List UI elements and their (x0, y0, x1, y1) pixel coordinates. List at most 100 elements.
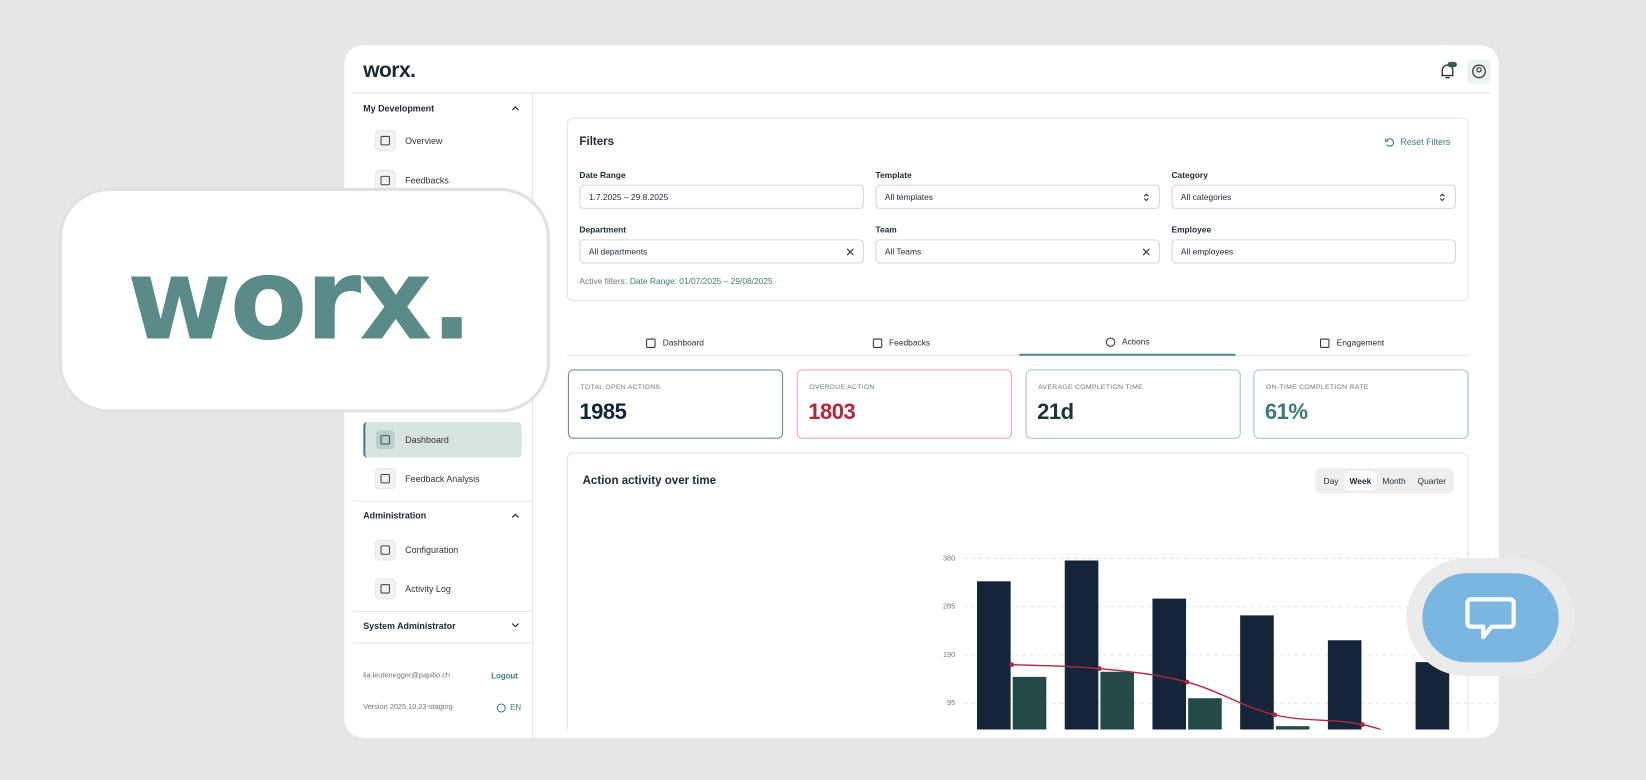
nav-item[interactable]: Dashboard (405, 434, 449, 446)
nav-icon-glyph (380, 135, 390, 146)
tab-icon-glyph (872, 338, 883, 348)
user-menu[interactable] (1466, 59, 1492, 84)
filter-label: Team (875, 225, 897, 235)
nav-icon (374, 578, 396, 600)
filter-value: All employees (1180, 247, 1234, 257)
filter-input[interactable]: 1.7.2025 – 29.8.2025 (579, 184, 864, 209)
nav-icon-glyph (380, 584, 390, 594)
tab-icon-glyph (646, 338, 656, 348)
sidebar: My Development Overview Feedbacks Dashboard… (344, 93, 534, 738)
y-tick-label: 285 (943, 602, 955, 611)
filter-label: Department (579, 225, 627, 235)
chart-title: Action activity over time (582, 474, 717, 488)
kpi-card: AVERAGE COMPLETION TIME 21d (1025, 369, 1241, 439)
section-title[interactable]: System Administrator (363, 620, 456, 631)
tab[interactable]: Engagement (1235, 330, 1468, 356)
tab-icon (646, 338, 656, 348)
chevron[interactable] (511, 511, 519, 519)
bar (1064, 560, 1099, 730)
globe-icon (496, 703, 506, 713)
filter-input[interactable]: All employees (1171, 239, 1456, 264)
tab-icon (872, 338, 883, 348)
nav-icon-box (374, 130, 396, 152)
nav-icon-glyph (380, 545, 390, 555)
bar (1415, 662, 1450, 730)
bar (1327, 640, 1362, 730)
period-option[interactable]: Day (1323, 476, 1339, 486)
bar (1240, 615, 1274, 730)
filter-value: All departments (588, 247, 648, 257)
chart: 0951902853800 %25 %75 %100 %2025-W262025… (943, 553, 1499, 730)
input-icon[interactable] (846, 248, 854, 256)
filter-value: All Teams (884, 247, 922, 257)
nav-item[interactable]: Feedbacks (405, 175, 449, 186)
nav-icon (374, 170, 396, 192)
section-title[interactable]: My Development (363, 102, 435, 114)
filter-input[interactable]: All Teams (875, 239, 1160, 264)
filter-value: All categories (1180, 192, 1232, 203)
reset-filters[interactable]: Reset Filters (1400, 136, 1451, 147)
chart-card: Action activity over time Day Week Month Qu… (566, 452, 1469, 730)
y-tick-label: 380 (943, 553, 955, 562)
nav-icon-glyph (380, 435, 390, 445)
chat-button[interactable] (1422, 573, 1559, 663)
header-divider (352, 92, 1491, 94)
input-icon[interactable] (1438, 193, 1446, 202)
tab-label: Dashboard (662, 338, 704, 348)
kpi-value: 1803 (808, 399, 856, 425)
nav-icon (374, 539, 396, 561)
active-filters-value: Date Range: 01/07/2025 – 29/08/2025 (629, 276, 773, 287)
nav-icon-box (374, 468, 396, 490)
nav-icon (374, 468, 396, 490)
bar (977, 581, 1011, 730)
main-content: Filters Reset Filters Active filters: Da… (534, 93, 1499, 730)
chevron-path (511, 106, 519, 111)
kpi-label: TOTAL OPEN ACTIONS (580, 383, 661, 392)
period-option[interactable]: Quarter (1417, 476, 1447, 486)
kpi-label: AVERAGE COMPLETION TIME (1038, 383, 1143, 392)
kpi-label: ON-TIME COMPLETION RATE (1265, 383, 1369, 392)
logo: worx. (363, 59, 416, 83)
section-title[interactable]: Administration (363, 510, 427, 521)
notification-bell[interactable] (1438, 61, 1457, 82)
logout[interactable]: Logout (491, 671, 518, 681)
filter-input[interactable]: All departments (579, 239, 864, 264)
line-point (1009, 662, 1015, 668)
filter-input[interactable]: All categories (1171, 184, 1456, 209)
tab[interactable]: Feedbacks (783, 330, 1019, 356)
tab[interactable]: Dashboard (567, 330, 783, 356)
user-email: lia.leutenegger@papilio.ch (363, 672, 450, 680)
input-icon[interactable] (1142, 248, 1150, 256)
bar (1012, 676, 1047, 730)
input-icon-path (1142, 248, 1150, 256)
filter-label: Template (875, 170, 912, 181)
kpi-value: 61% (1264, 399, 1308, 425)
bar (1188, 698, 1222, 730)
tab-label: Actions (1121, 336, 1150, 347)
period-option[interactable]: Month (1382, 476, 1406, 486)
nav-item[interactable]: Configuration (405, 544, 459, 556)
filter-input[interactable]: All templates (875, 184, 1160, 209)
tab-icon (1105, 336, 1116, 347)
line-point (1272, 712, 1278, 718)
tab-icon (1320, 338, 1330, 348)
chevron-path (511, 623, 519, 628)
tab[interactable]: Actions (1019, 330, 1236, 356)
nav-icon-glyph (380, 473, 390, 484)
sidebar-divider (352, 642, 534, 644)
nav-item[interactable]: Activity Log (405, 583, 451, 595)
input-icon-path (1439, 193, 1445, 202)
chevron[interactable] (511, 621, 519, 629)
kpi-card: OVERDUE ACTION 1803 (796, 369, 1012, 439)
nav-item[interactable]: Overview (405, 135, 443, 146)
nav-item[interactable]: Feedback Analysis (405, 473, 480, 484)
input-icon[interactable] (1142, 193, 1150, 202)
line (1011, 663, 1383, 730)
sidebar-divider (352, 610, 534, 612)
language[interactable]: EN (510, 702, 522, 713)
period-option[interactable]: Week (1344, 471, 1377, 491)
period-switch: Day Week Month Quarter (1315, 468, 1454, 494)
globe (496, 703, 506, 713)
chevron[interactable] (511, 104, 519, 112)
